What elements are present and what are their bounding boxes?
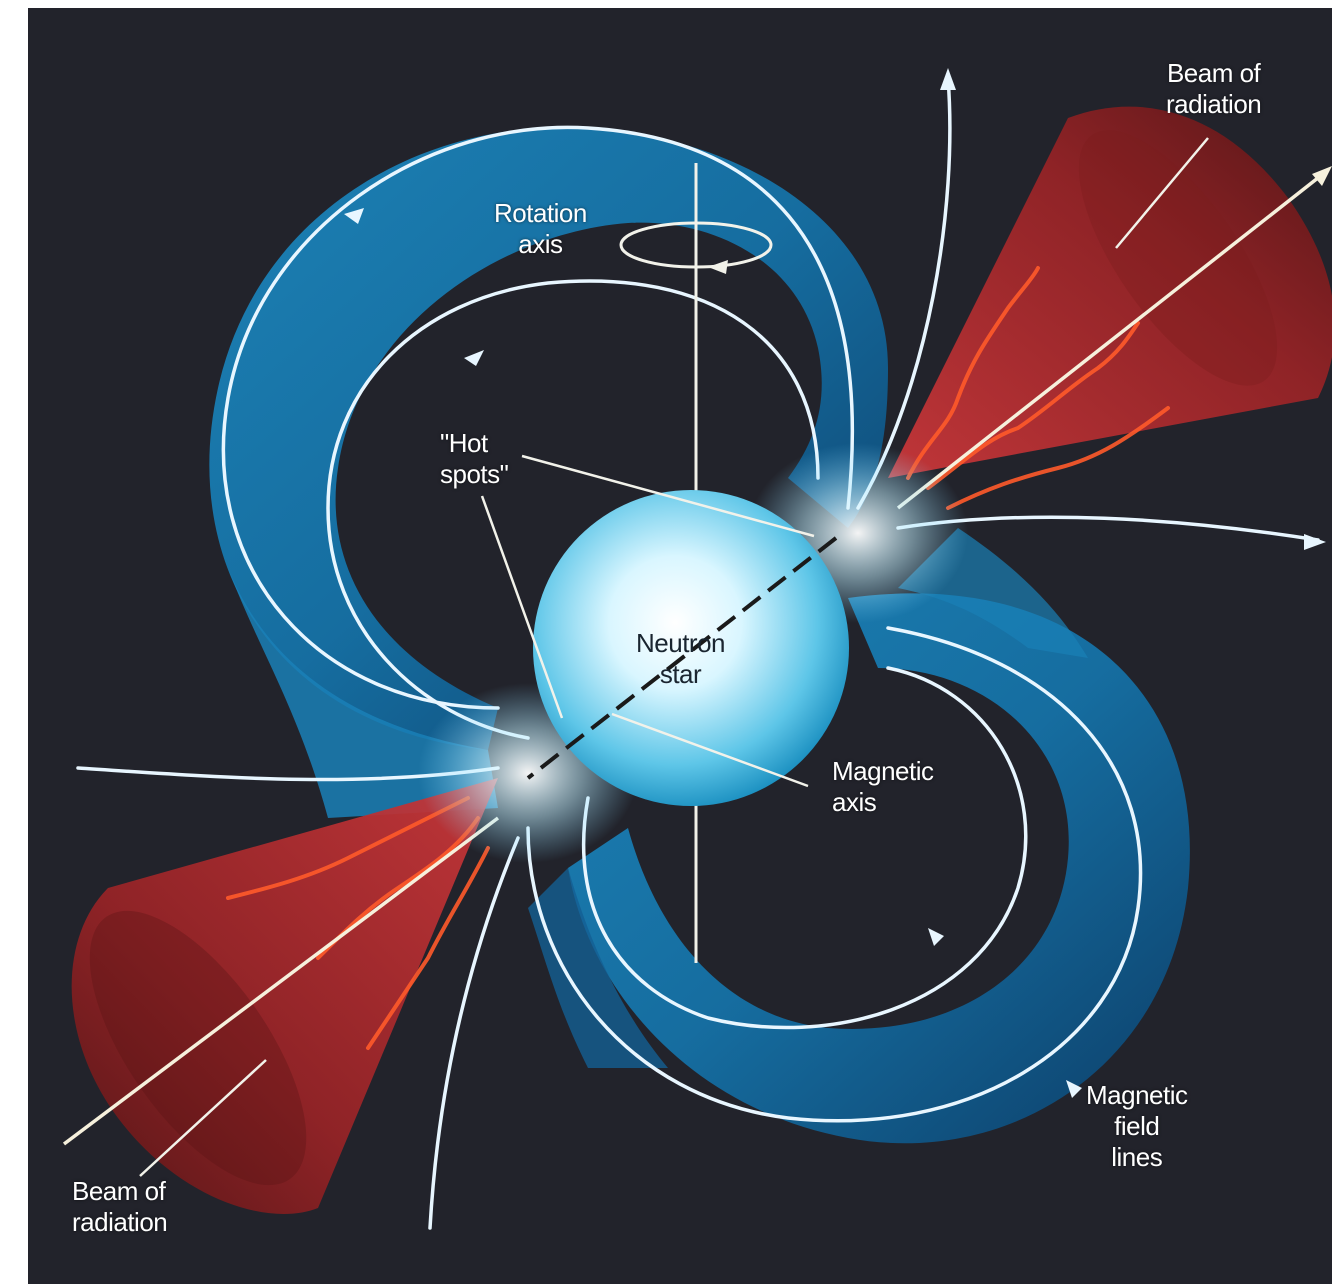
label-magnetic-field-lines-line1: Magnetic xyxy=(1086,1080,1188,1110)
label-neutron-star-line2: star xyxy=(659,659,702,689)
neutron-star-diagram: Beam of radiation Rotation axis "Hot spo… xyxy=(28,8,1332,1284)
pointer-beam-bottom xyxy=(139,1059,267,1177)
label-magnetic-field-lines: Magnetic field lines xyxy=(1086,1080,1188,1173)
label-beam-top-line1: Beam of xyxy=(1166,58,1261,88)
label-beam-bottom-line2: radiation xyxy=(72,1207,168,1237)
label-rotation-axis-line2: axis xyxy=(518,229,563,259)
pointer-magnetic-axis xyxy=(611,712,809,788)
label-hot-spots: "Hot spots" xyxy=(440,428,509,490)
diagram-artwork xyxy=(62,68,1332,1230)
arrow-right xyxy=(1304,534,1326,550)
radiation-wave-2 xyxy=(926,321,1140,490)
label-neutron-star: Neutron star xyxy=(636,628,726,690)
radiation-beam-bottom xyxy=(71,778,498,1214)
label-magnetic-field-lines-line3: lines xyxy=(1111,1142,1163,1172)
label-beam-bottom-line1: Beam of xyxy=(72,1176,166,1206)
field-line-outer-lower xyxy=(526,626,1143,1123)
neutron-star-sphere xyxy=(533,490,849,806)
pointer-hot-spot-bottom xyxy=(480,495,564,719)
label-hot-spots-line2: spots" xyxy=(440,459,509,489)
arrow-loop-lower-outer xyxy=(1066,1080,1082,1098)
magnetic-axis-line-top xyxy=(896,168,1330,510)
magnetic-field-band-upper xyxy=(209,127,888,750)
field-line-outer-upper xyxy=(221,125,854,710)
magnetic-field-band-lower xyxy=(568,593,1190,1144)
arrow-loop-lower-inner xyxy=(928,928,944,946)
field-line-inner-lower xyxy=(581,666,1028,1030)
radiation-beam-top xyxy=(888,106,1332,478)
arrow-loop-inner xyxy=(464,350,484,366)
arrow-top xyxy=(940,68,956,90)
field-line-bottom xyxy=(428,836,520,1230)
rotation-arrow-head xyxy=(708,260,728,274)
pointer-hot-spot-top xyxy=(521,454,815,538)
radiation-wave-3 xyxy=(946,406,1170,510)
radiation-wave-6 xyxy=(366,846,490,1050)
magnetic-axis-dashed xyxy=(526,536,838,780)
magnetic-axis-line-bottom xyxy=(62,816,500,1146)
label-rotation-axis-line1: Rotation xyxy=(494,198,587,228)
label-magnetic-axis-line2: axis xyxy=(832,787,877,817)
label-magnetic-axis: Magnetic axis xyxy=(832,756,934,818)
magnetic-field-curtain-lower xyxy=(528,868,668,1068)
rotation-arrow xyxy=(619,221,773,269)
radiation-wave-1 xyxy=(906,266,1040,480)
label-neutron-star-line1: Neutron xyxy=(636,628,726,658)
label-magnetic-field-lines-line2: field xyxy=(1114,1111,1160,1141)
label-rotation-axis: Rotation axis xyxy=(494,198,587,260)
arrow-loop-outer xyxy=(344,208,364,224)
label-beam-top: Beam of radiation xyxy=(1166,58,1262,120)
label-hot-spots-line1: "Hot xyxy=(440,428,488,458)
beam-bottom-opening xyxy=(89,910,307,1186)
field-line-inner-upper xyxy=(326,279,820,740)
beam-top-opening xyxy=(1078,130,1278,386)
label-beam-top-line2: radiation xyxy=(1166,89,1262,119)
pointer-beam-top xyxy=(1115,137,1209,249)
magnetic-axis-arrow xyxy=(1312,166,1332,186)
radiation-wave-4 xyxy=(226,796,470,900)
label-beam-bottom: Beam of radiation xyxy=(72,1176,168,1238)
label-magnetic-axis-line1: Magnetic xyxy=(832,756,934,786)
